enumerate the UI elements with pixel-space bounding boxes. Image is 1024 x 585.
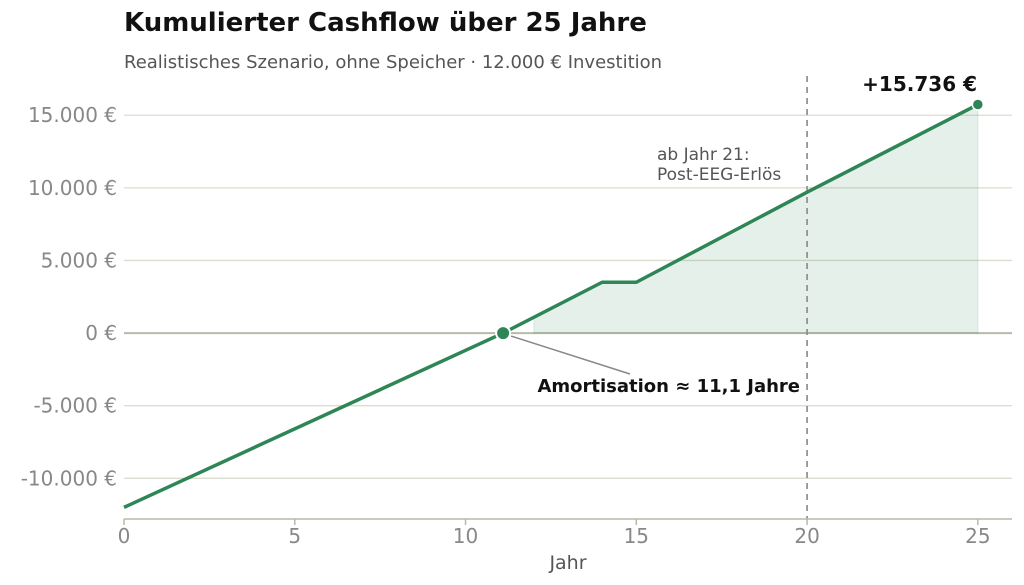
label-layer: Amortisation ≈ 11,1 Jahre +15.736 € ab Jah… [510,72,977,397]
amortisation-label: Amortisation ≈ 11,1 Jahre [537,376,800,397]
grid-layer [124,114,1012,479]
cashflow-line [123,102,979,509]
y-tick-label: -5.000 € [33,394,117,418]
x-tick-label: 25 [965,524,990,548]
x-tick-label: 15 [624,524,649,548]
post-eeg-label-line2: Post-EEG-Erlös [657,165,781,185]
x-tick-label: 10 [453,524,478,548]
y-tick-label: 15.000 € [28,103,117,127]
y-tick-label: 10.000 € [28,176,117,200]
amortisation-point [495,325,512,342]
y-tick-label: -10.000 € [21,466,117,490]
chart-subtitle: Realistisches Szenario, ohne Speicher · … [124,52,663,73]
end-point [971,98,985,111]
x-tick-label: 0 [118,524,131,548]
post-eeg-label-line1: ab Jahr 21: [657,145,750,165]
y-tick-label: 0 € [85,321,117,345]
x-tick-label: 20 [794,524,819,548]
line-layer [123,98,985,509]
chart-title: Kumulierter Cashflow über 25 Jahre [124,8,647,38]
x-axis-label: Jahr [548,552,586,574]
amortisation-arrow [510,335,631,375]
axis-layer: -10.000 € -5.000 € 0 € 5.000 € 10.000 € 15.00… [21,103,1012,574]
x-tick-label: 5 [288,524,301,548]
y-tick-label: 5.000 € [41,248,117,272]
end-value-label: +15.736 € [862,72,977,96]
